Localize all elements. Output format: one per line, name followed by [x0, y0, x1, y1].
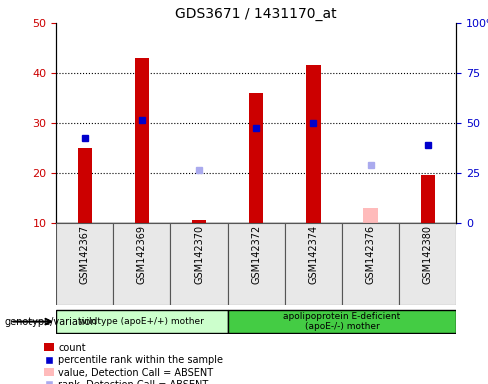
Title: GDS3671 / 1431170_at: GDS3671 / 1431170_at	[175, 7, 337, 21]
Bar	[56, 223, 113, 305]
Bar	[342, 223, 399, 305]
Text: GSM142372: GSM142372	[251, 225, 261, 285]
Text: GSM142370: GSM142370	[194, 225, 204, 284]
Bar	[364, 208, 378, 223]
Bar	[56, 310, 227, 333]
Text: apolipoprotein E-deficient
(apoE-/-) mother: apolipoprotein E-deficient (apoE-/-) mot…	[284, 312, 401, 331]
Bar	[170, 223, 227, 305]
Text: GSM142367: GSM142367	[80, 225, 90, 284]
Legend: count, percentile rank within the sample, value, Detection Call = ABSENT, rank, : count, percentile rank within the sample…	[44, 343, 224, 384]
Text: GSM142374: GSM142374	[308, 225, 318, 284]
Bar	[421, 175, 435, 223]
Bar	[227, 310, 456, 333]
Bar	[306, 65, 321, 223]
Bar	[399, 223, 456, 305]
Bar	[78, 148, 92, 223]
Bar	[249, 93, 264, 223]
Text: GSM142380: GSM142380	[423, 225, 433, 284]
Text: wildtype (apoE+/+) mother: wildtype (apoE+/+) mother	[80, 317, 204, 326]
Text: GSM142376: GSM142376	[366, 225, 376, 284]
Bar	[113, 223, 170, 305]
Text: GSM142369: GSM142369	[137, 225, 147, 284]
Bar	[227, 223, 285, 305]
Bar	[192, 220, 206, 223]
Bar	[285, 223, 342, 305]
Bar	[135, 58, 149, 223]
Text: genotype/variation: genotype/variation	[5, 316, 98, 327]
